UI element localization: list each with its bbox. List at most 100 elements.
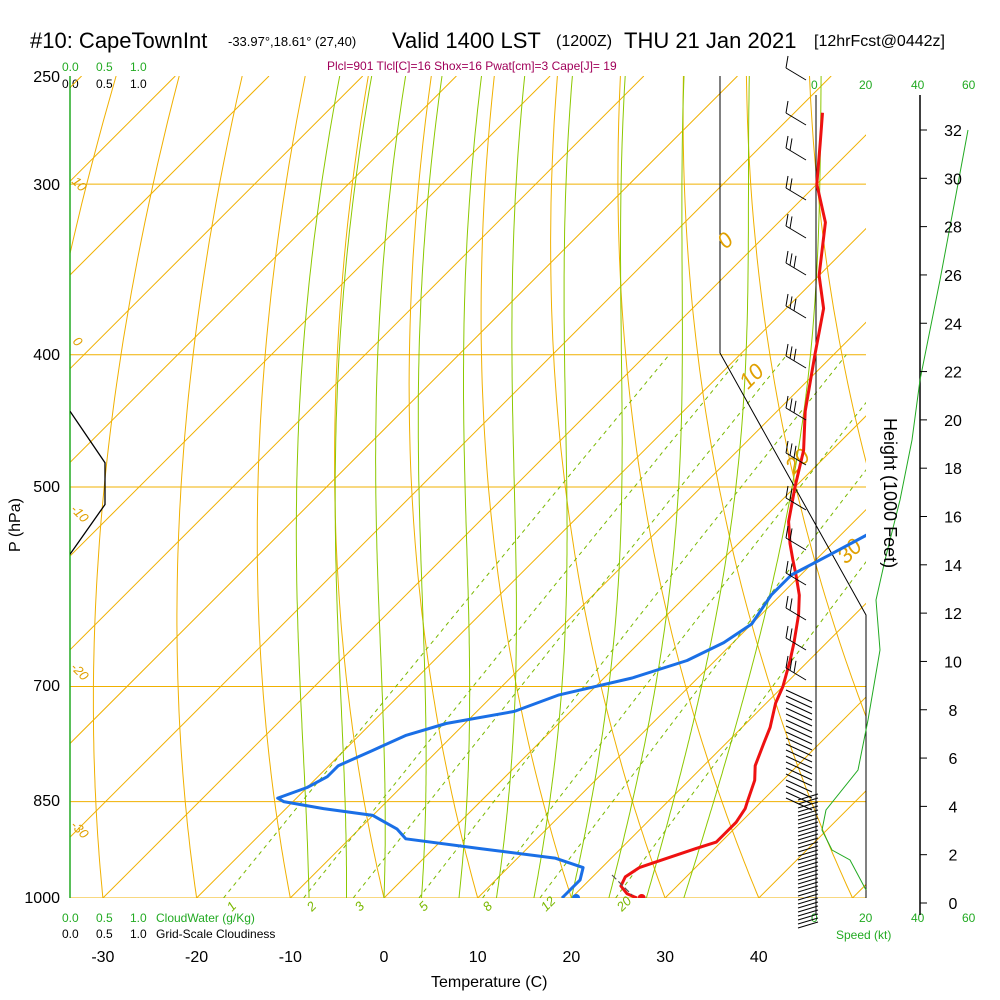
wind-barb [785, 689, 813, 703]
stability-params: Plcl=901 Tlcl[C]=16 Shox=16 Pwat[cm]=3 C… [327, 59, 617, 73]
wind-barb [785, 767, 813, 781]
height-tick-label: 32 [944, 123, 962, 140]
isotherm-line [664, 696, 866, 898]
surface-temperature-dot [637, 894, 646, 898]
height-tick-label: 26 [944, 268, 962, 285]
barb-feather [793, 348, 797, 361]
height-tick-label: 18 [944, 461, 962, 478]
title-station: #10: CapeTownInt [30, 28, 207, 53]
height-tick-label: 12 [944, 606, 962, 623]
wind-barb [797, 857, 819, 865]
wind-barb [785, 293, 807, 319]
speed-scale-bottom: 0 20 40 60 Speed (kt) [811, 911, 976, 942]
wind-barb [785, 213, 807, 239]
dry-adiabat-line [682, 76, 853, 898]
speed-tick: 40 [911, 911, 925, 925]
barb-feather [785, 595, 789, 609]
speed-tick: 60 [962, 911, 976, 925]
barb-staff [785, 355, 807, 369]
wind-barb [797, 885, 819, 893]
isotherm-line [70, 76, 832, 838]
pressure-tick-label: 700 [33, 678, 60, 695]
title-zulu: (1200Z) [556, 33, 612, 50]
isotherm-line [70, 76, 645, 651]
wind-barb [797, 921, 819, 929]
wind-barb [797, 841, 819, 849]
barb-staff [785, 112, 807, 126]
barb-feather [789, 658, 793, 671]
wind-barb [785, 485, 807, 511]
height-tick-label: 8 [949, 703, 958, 720]
barb-feather [789, 216, 793, 229]
cloud-scale-tick: 1.0 [130, 911, 147, 925]
speed-tick: 20 [859, 911, 873, 925]
wind-barb [797, 837, 819, 845]
temperature-tick-label: -10 [279, 949, 302, 966]
moist-adiabat-line [375, 76, 407, 898]
barb-feather [789, 528, 793, 541]
barb-feather [789, 346, 793, 359]
barb-feather [789, 443, 793, 456]
cloud-scale-top: 0.0 0.5 1.0 0.0 0.5 1.0 [62, 60, 147, 91]
barb-staff [785, 667, 807, 681]
barb-feather [789, 296, 793, 309]
wind-barb [785, 743, 813, 757]
barb-staff [785, 537, 807, 551]
parcel-trace-line [611, 874, 633, 896]
wind-barb [797, 849, 819, 857]
cloud-scale-tick: 0.0 [62, 60, 79, 74]
barb-feather [785, 343, 789, 357]
wind-barb [785, 175, 807, 201]
wind-barb [797, 869, 819, 877]
temperature-tick-label: 40 [750, 949, 768, 966]
wind-barb [785, 725, 813, 739]
wind-barb [785, 737, 813, 751]
temperature-tick-label: -20 [185, 949, 208, 966]
wind-barb [785, 395, 807, 421]
isotherm-line [289, 321, 866, 898]
moist-adiabat-line [683, 76, 822, 898]
wind-barb [785, 135, 807, 161]
wind-speed-profile [821, 129, 969, 891]
adiabat-label: 0 [712, 227, 739, 254]
wind-barb [785, 731, 813, 745]
barb-feather [785, 213, 789, 227]
moist-adiabat-line [533, 76, 573, 898]
temperature-tick-label: 20 [563, 949, 581, 966]
cloudiness-line [70, 410, 106, 555]
moist-adiabat-line [608, 76, 685, 898]
mixing-ratio-label: 8 [480, 898, 496, 914]
wind-barb [785, 785, 813, 799]
sounding-lines [70, 112, 866, 898]
wind-barb [785, 440, 807, 466]
height-tick-label: 4 [949, 799, 958, 816]
dry-adiabat-line [256, 76, 306, 898]
isotherm-line [70, 76, 364, 370]
wind-barb [785, 719, 813, 733]
title-coords: -33.97°,18.61° (27,40) [228, 34, 356, 49]
barb-staff [785, 147, 807, 161]
wind-barb [797, 905, 819, 913]
barb-staff [785, 187, 807, 201]
dry-adiabat-line [550, 76, 666, 898]
x-axis-label: Temperature (C) [431, 974, 547, 991]
wind-barb [785, 791, 813, 805]
wind-barbs [785, 55, 969, 929]
mixing-ratio-line [418, 354, 847, 898]
barb-staff [785, 637, 807, 651]
barb-staff [785, 407, 807, 421]
title-valid: Valid 1400 LST [392, 28, 541, 53]
isotherm-line [70, 76, 457, 464]
isotherm-label: 10 [69, 174, 90, 195]
cloud-scale-tick: 0.0 [62, 911, 79, 925]
height-tick-label: 14 [944, 558, 962, 575]
wind-barb [797, 821, 819, 829]
wind-barb [797, 801, 819, 809]
height-tick-label: 28 [944, 220, 962, 237]
pressure-tick-label: 400 [33, 347, 60, 364]
wind-barb [797, 793, 819, 801]
barb-feather [785, 525, 789, 539]
wind-barb [797, 817, 819, 825]
